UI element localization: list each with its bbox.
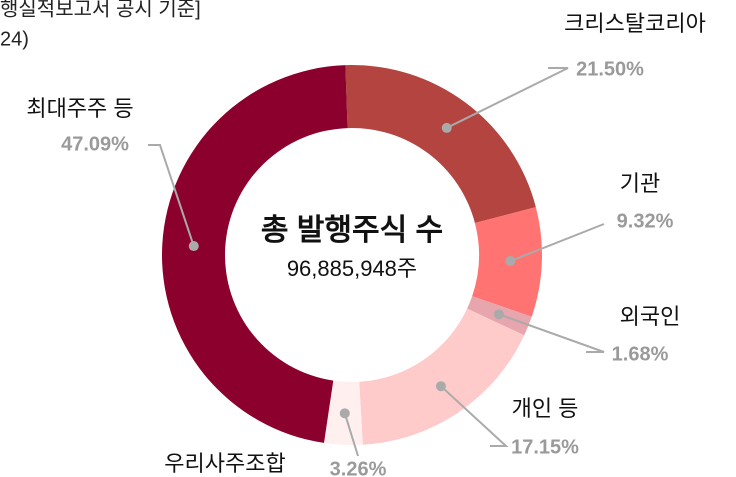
value-label: 3.26% <box>330 458 387 477</box>
value-label: 17.15% <box>511 436 579 458</box>
leader-line <box>440 385 509 447</box>
leader-dot <box>188 241 199 252</box>
segment-label: 크리스탈코리아 <box>564 11 706 36</box>
value-label: 9.32% <box>617 210 674 232</box>
leader-dot <box>339 408 350 419</box>
segment-label: 최대주주 등 <box>26 96 133 121</box>
subtitle: 24) <box>0 28 29 50</box>
subtitle: 행실적보고서 공시 기준] <box>0 0 201 20</box>
leader-dot <box>441 122 452 133</box>
leader-line <box>446 67 569 129</box>
center-title: 총 발행주식 수 <box>261 214 443 247</box>
donut-segment <box>345 65 536 223</box>
leader-line <box>510 223 605 262</box>
segment-label: 개인 등 <box>512 396 579 421</box>
donut-segment <box>161 65 348 443</box>
leader-line <box>498 313 605 353</box>
segment-label: 우리사주조합 <box>164 451 285 476</box>
leader-dot <box>493 309 504 320</box>
segment-label: 기관 <box>620 171 660 196</box>
value-label: 21.50% <box>576 58 644 80</box>
leader-line <box>343 413 359 457</box>
segment-label: 외국인 <box>620 304 681 329</box>
leader-dot <box>435 381 446 392</box>
leader-line <box>148 144 195 247</box>
center-value: 96,885,948주 <box>287 256 417 281</box>
value-label: 47.09% <box>61 133 129 155</box>
leader-dot <box>505 256 516 267</box>
value-label: 1.68% <box>612 343 669 365</box>
donut-segment <box>359 308 525 445</box>
